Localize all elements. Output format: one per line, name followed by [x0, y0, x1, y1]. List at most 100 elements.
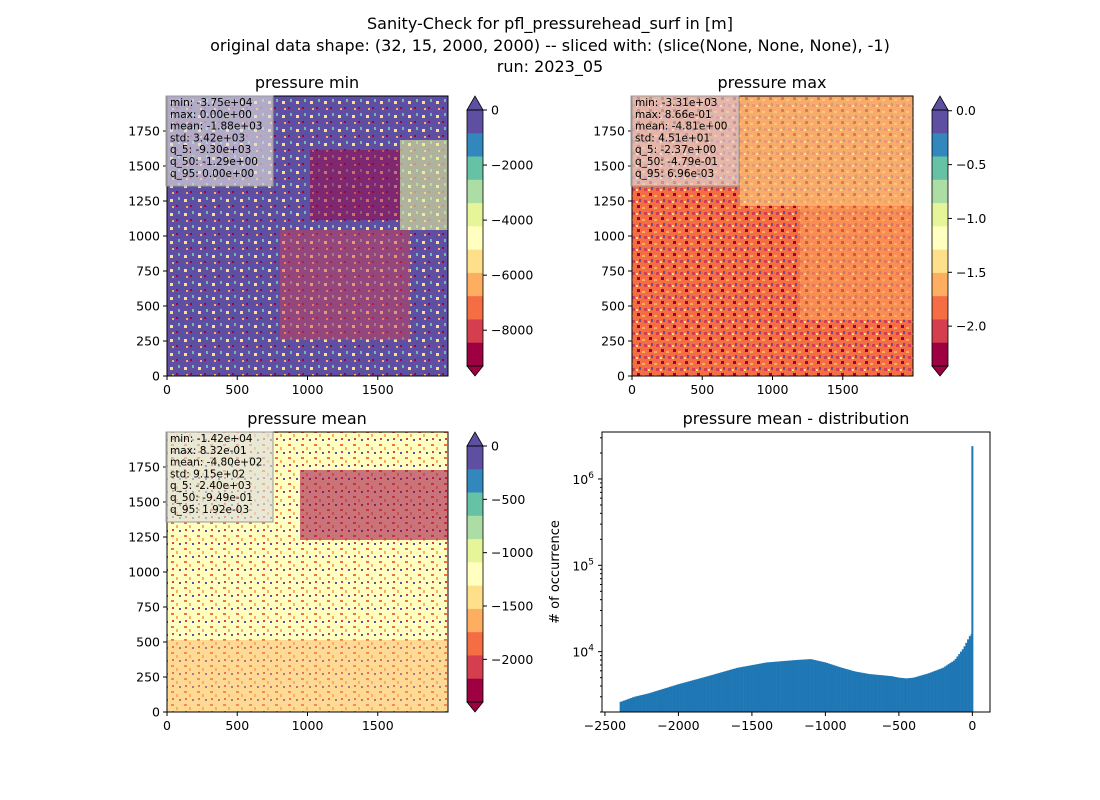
- x-tick-label: 0: [968, 718, 976, 733]
- histogram-bar: [875, 674, 878, 712]
- colorbar-tick-label: −2000: [491, 158, 533, 173]
- histogram-bar: [956, 656, 959, 712]
- colorbar-tick-label: −6000: [491, 268, 533, 283]
- histogram-bar: [794, 660, 797, 712]
- histogram-bar: [829, 664, 832, 712]
- histogram-bar: [709, 675, 712, 712]
- histogram-bar: [623, 700, 626, 712]
- y-tick-label: 500: [601, 299, 625, 314]
- histogram-bar: [935, 670, 938, 712]
- histogram-bar: [633, 696, 636, 712]
- histogram-bar: [642, 694, 645, 712]
- colorbar-segment: [467, 585, 483, 610]
- histogram-bar: [758, 663, 762, 712]
- y-tick-label: 750: [601, 264, 625, 279]
- histogram-bar: [753, 664, 756, 712]
- colorbar-segment: [467, 515, 483, 540]
- histogram-bar: [945, 665, 948, 712]
- histogram-bar: [850, 670, 853, 712]
- histogram-bar: [938, 669, 941, 712]
- histogram-bar: [702, 677, 705, 712]
- y-tick-label: 1250: [593, 194, 625, 209]
- colorbar-segment: [467, 179, 483, 204]
- stats-line: min: -1.42e+04: [170, 433, 253, 445]
- y-tick-label: 250: [136, 670, 160, 685]
- colorbar-segment: [932, 133, 948, 158]
- histogram-bar: [799, 659, 802, 712]
- y-tick-label: 250: [601, 334, 625, 349]
- tick-base: 10: [572, 645, 588, 660]
- colorbar-frame: [931, 109, 949, 367]
- stats-line: q_50: -4.79e-01: [635, 156, 718, 168]
- colorbar-segment: [467, 110, 483, 134]
- histogram-bar: [917, 676, 920, 712]
- histogram-bar: [670, 686, 673, 712]
- histogram-bar: [900, 677, 903, 712]
- colorbar-extend-top: [466, 431, 484, 447]
- colorbar-segment: [467, 203, 483, 227]
- histogram-bar: [815, 660, 818, 712]
- x-tick-label: 1500: [827, 382, 859, 397]
- histogram-bar: [792, 660, 795, 712]
- y-tick-label: 1750: [593, 124, 625, 139]
- colorbar-tick-label: −1.0: [956, 211, 986, 226]
- colorbar-segment: [932, 249, 948, 274]
- histogram-bar: [961, 649, 964, 712]
- colorbar-segment: [467, 296, 483, 321]
- histogram-bar: [631, 697, 635, 712]
- histogram-bar: [679, 683, 682, 712]
- colorbar-segment: [467, 156, 483, 181]
- histogram-bar: [894, 676, 897, 712]
- histogram-bar: [672, 685, 675, 712]
- histogram-bar: [783, 660, 786, 712]
- x-tick-label: 0: [163, 382, 171, 397]
- histogram-bar: [891, 676, 894, 712]
- colorbar-tick-label: −500: [491, 492, 525, 507]
- histogram-bar: [704, 676, 707, 712]
- stats-line: std: 4.51e+01: [635, 132, 710, 144]
- histogram-bar: [686, 681, 689, 712]
- histogram-bar: [841, 667, 844, 712]
- histogram-bar: [787, 660, 790, 712]
- histogram-bar: [628, 698, 631, 712]
- histogram-bar: [797, 659, 800, 712]
- y-tick-label: 1500: [128, 495, 160, 510]
- histogram-bar: [785, 660, 788, 712]
- histogram-bar: [942, 667, 945, 712]
- histogram-bar: [718, 672, 721, 712]
- histogram-bar: [762, 663, 765, 712]
- histogram-bar: [836, 666, 839, 712]
- colorbar-tick-label: −2000: [491, 652, 533, 667]
- stats-line: q_95: 0.00e+00: [170, 168, 254, 180]
- histogram-bar: [771, 661, 774, 712]
- histogram-bar: [951, 661, 954, 712]
- axes-frame: [601, 431, 991, 713]
- histogram-bar: [903, 678, 906, 712]
- histogram-bar: [626, 699, 629, 712]
- tick-exponent: 5: [588, 557, 594, 567]
- histogram-bar: [914, 677, 917, 712]
- stats-box: [165, 431, 274, 523]
- histogram-bar: [843, 668, 846, 712]
- y-tick-label: 0: [617, 369, 625, 384]
- histogram-bar: [825, 662, 829, 712]
- heatmap-region: [280, 230, 410, 340]
- stats-line: q_95: 1.92e-03: [170, 504, 249, 516]
- histogram-bar: [651, 692, 654, 712]
- colorbar-segment: [467, 608, 483, 633]
- histogram-bar: [773, 661, 776, 712]
- histogram-bar: [965, 642, 968, 712]
- histogram-bar: [681, 683, 684, 712]
- histogram-bar: [855, 671, 859, 712]
- stats-line: max: 0.00e+00: [170, 109, 252, 121]
- histogram-bar: [695, 679, 698, 712]
- figure-title-line-2: original data shape: (32, 15, 2000, 2000…: [210, 36, 890, 55]
- histogram-bar: [646, 693, 649, 712]
- histogram-bar: [624, 699, 627, 712]
- histogram-bar: [796, 659, 799, 712]
- histogram-bar: [898, 677, 901, 712]
- x-tick-label: 500: [225, 382, 249, 397]
- colorbar-tick-label: 0.0: [956, 103, 976, 118]
- histogram-bar: [822, 661, 825, 712]
- histogram-bar: [699, 678, 702, 712]
